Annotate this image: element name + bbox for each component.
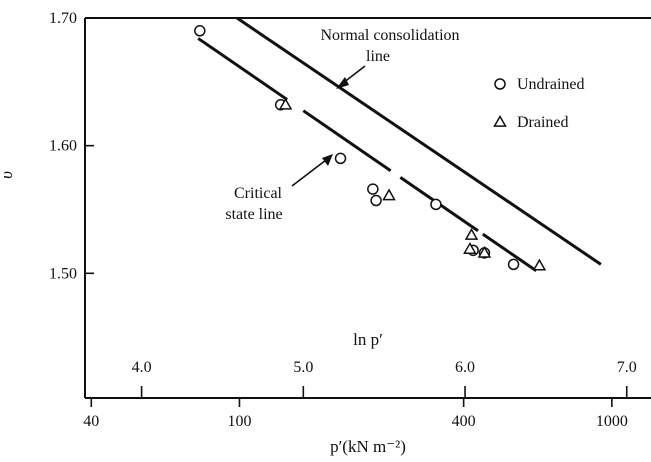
undrained-point bbox=[194, 25, 206, 37]
legend-triangle-icon bbox=[493, 114, 507, 127]
p-tick-label: 100 bbox=[227, 413, 251, 430]
trend-lines bbox=[197, 16, 602, 273]
undrained-point bbox=[370, 194, 382, 207]
lnp-tick-label: 5.0 bbox=[293, 359, 313, 376]
critical-state-arrowhead bbox=[322, 154, 333, 166]
y-axis-title: υ bbox=[0, 171, 16, 179]
lnp-axis-title: ln p′ bbox=[353, 330, 383, 349]
data-points bbox=[194, 25, 547, 271]
legend-circle-icon bbox=[494, 78, 506, 90]
legend-label: Drained bbox=[517, 114, 569, 131]
trend-line-segment bbox=[197, 37, 288, 101]
drained-point bbox=[278, 97, 293, 110]
p-axis-title: p′(kN m⁻²) bbox=[330, 437, 406, 456]
lnp-tick-label: 6.0 bbox=[455, 359, 475, 376]
y-tick-label: 1.60 bbox=[49, 138, 77, 155]
p-axis-ticks: 40 100 400 1000 bbox=[83, 398, 628, 430]
legend: Undrained Drained bbox=[493, 76, 585, 131]
y-tick-label: 1.70 bbox=[49, 10, 77, 27]
p-tick-label: 1000 bbox=[596, 413, 628, 430]
y-axis-ticks: 1.70 1.60 1.50 bbox=[49, 10, 94, 282]
lnp-tick-label: 4.0 bbox=[132, 359, 152, 376]
trend-line-segment bbox=[236, 16, 602, 266]
undrained-point bbox=[507, 258, 520, 271]
trend-line-segment bbox=[302, 109, 392, 172]
lnp-axis-ticks: 4.0 5.0 6.0 7.0 bbox=[132, 359, 637, 398]
drained-point bbox=[382, 188, 396, 201]
normal-consolidation-label: Normal consolidation bbox=[320, 27, 459, 44]
critical-state-label: state line bbox=[225, 206, 282, 223]
plot-frame bbox=[84, 17, 651, 399]
drained-point bbox=[477, 245, 492, 258]
p-tick-label: 400 bbox=[452, 413, 476, 430]
y-tick-label: 1.50 bbox=[49, 265, 77, 282]
undrained-point bbox=[367, 183, 379, 195]
drained-point bbox=[464, 228, 479, 240]
normal-consolidation-arrowhead bbox=[336, 77, 349, 89]
undrained-point bbox=[334, 152, 347, 165]
normal-consolidation-arrow bbox=[342, 65, 366, 84]
drained-point bbox=[463, 242, 477, 254]
lnp-tick-label: 7.0 bbox=[617, 359, 637, 376]
legend-label: Undrained bbox=[517, 76, 585, 93]
drained-point bbox=[532, 258, 547, 271]
critical-state-label: Critical bbox=[234, 185, 283, 202]
normal-consolidation-label: line bbox=[366, 48, 390, 65]
p-tick-label: 40 bbox=[83, 413, 99, 430]
undrained-point bbox=[430, 198, 442, 211]
annotations: Normal consolidation line Critical state li… bbox=[225, 27, 459, 223]
critical-state-arrow bbox=[291, 159, 327, 187]
trend-line-segment bbox=[481, 232, 538, 273]
